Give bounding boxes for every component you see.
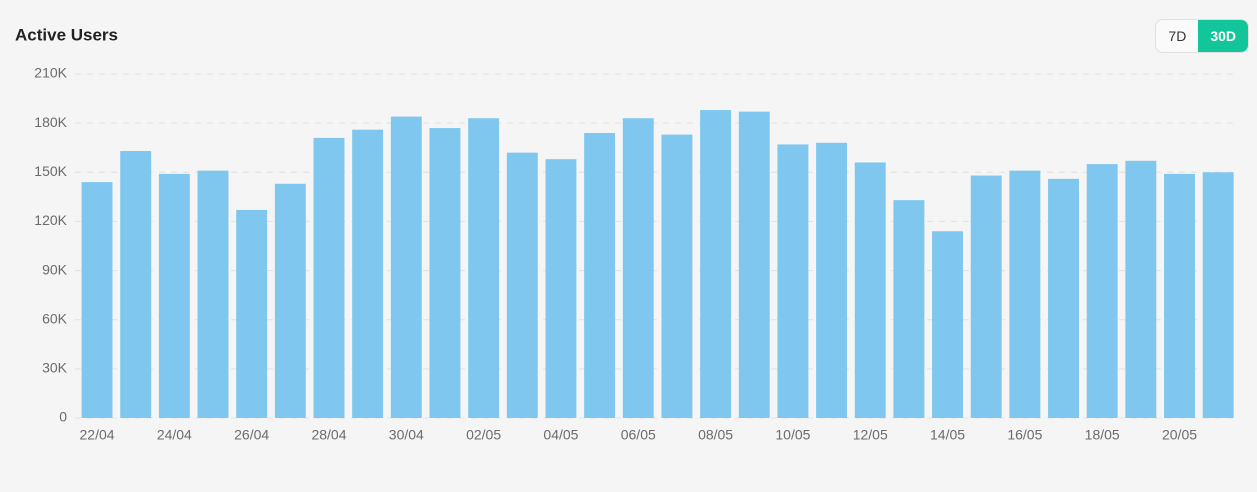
bar xyxy=(584,132,616,418)
x-tick-label: 14/05 xyxy=(930,427,965,443)
bar xyxy=(390,116,422,418)
x-tick-label: 22/04 xyxy=(80,427,115,443)
bar xyxy=(622,118,654,418)
range-button[interactable]: 7D xyxy=(1156,20,1198,52)
bar xyxy=(120,150,152,418)
bar xyxy=(700,110,732,419)
x-tick-label: 12/05 xyxy=(853,427,888,443)
y-tick-label: 180K xyxy=(34,114,67,130)
y-tick-label: 150K xyxy=(34,163,67,179)
bar xyxy=(81,182,113,418)
x-tick-label: 20/05 xyxy=(1162,427,1197,443)
bar xyxy=(1086,164,1118,418)
x-tick-label: 26/04 xyxy=(234,427,269,443)
y-tick-label: 60K xyxy=(42,310,68,326)
x-tick-label: 18/05 xyxy=(1085,427,1120,443)
y-tick-label: 90K xyxy=(42,261,68,277)
bar xyxy=(932,231,964,418)
bar xyxy=(777,144,809,418)
x-tick-label: 04/05 xyxy=(543,427,578,443)
bar xyxy=(893,200,925,418)
bar xyxy=(1048,178,1079,418)
bar xyxy=(661,134,693,418)
y-tick-label: 0 xyxy=(59,409,67,425)
range-button[interactable]: 30D xyxy=(1198,20,1248,52)
x-tick-label: 24/04 xyxy=(157,427,192,443)
bar xyxy=(1009,170,1041,418)
x-tick-label: 10/05 xyxy=(775,427,810,443)
bar xyxy=(1202,172,1234,418)
bar xyxy=(506,152,538,418)
y-tick-label: 30K xyxy=(42,360,68,376)
bar xyxy=(1125,160,1157,419)
y-tick-label: 120K xyxy=(34,212,67,228)
bar xyxy=(738,111,770,418)
bar xyxy=(1164,173,1195,418)
x-tick-label: 30/04 xyxy=(389,427,424,443)
bar xyxy=(545,159,577,418)
x-tick-label: 02/05 xyxy=(466,427,501,443)
bar xyxy=(274,183,306,418)
range-toggle: 7D 30D xyxy=(1155,19,1249,53)
bar xyxy=(352,129,384,418)
x-tick-label: 16/05 xyxy=(1007,427,1042,443)
x-tick-label: 08/05 xyxy=(698,427,733,443)
bar xyxy=(816,142,848,419)
x-tick-label: 28/04 xyxy=(311,427,346,443)
x-tick-label: 06/05 xyxy=(621,427,656,443)
bar xyxy=(468,118,500,418)
bar xyxy=(236,209,268,418)
bar xyxy=(970,175,1002,418)
chart-title: Active Users xyxy=(15,25,118,44)
bar xyxy=(197,170,229,418)
bar xyxy=(429,128,461,419)
bar xyxy=(158,173,190,418)
bar xyxy=(313,137,345,418)
y-tick-label: 210K xyxy=(34,65,67,81)
bar xyxy=(854,162,886,418)
